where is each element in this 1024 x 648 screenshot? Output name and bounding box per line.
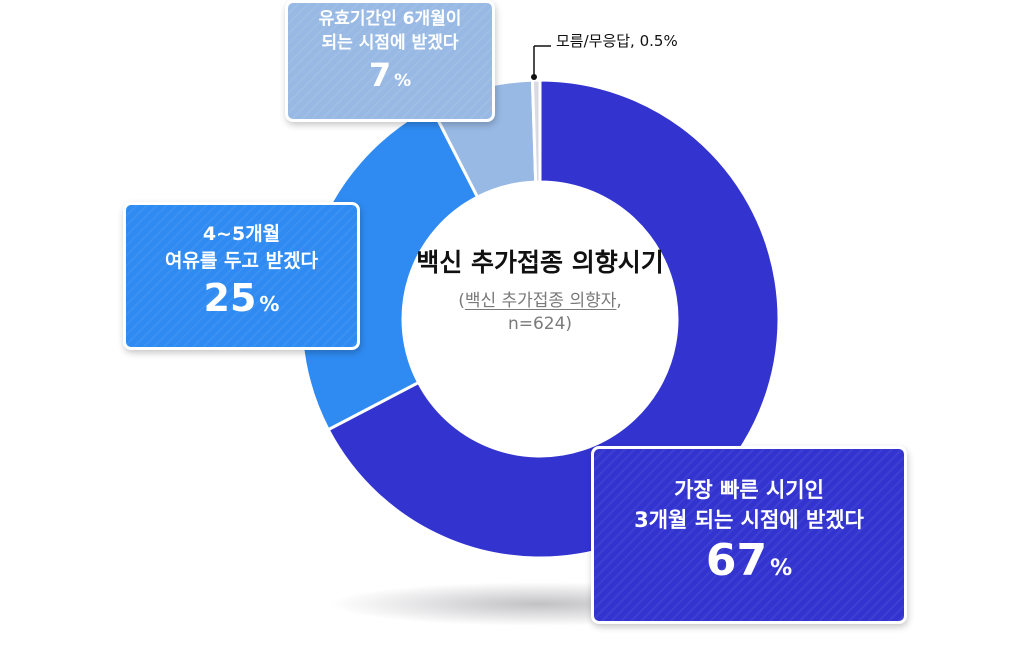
percent-sign: % (259, 292, 280, 316)
slice-label-line: 여유를 두고 받겠다 (164, 250, 319, 272)
slice-label-no-answer: 모름/무응답, 0.5% (556, 32, 678, 50)
percent-sign: % (770, 556, 793, 581)
callout-slice-6-months: 유효기간인 6개월이 되는 시점에 받겠다 7% (285, 0, 495, 122)
percent-sign: % (394, 71, 412, 91)
callout-slice-3-months: 가장 빠른 시기인 3개월 되는 시점에 받겠다 67% (591, 446, 907, 624)
slice-value: 25 (203, 276, 257, 320)
subtitle-sample-size: n=624) (507, 314, 573, 334)
slice-value: 67 (705, 535, 768, 586)
slice-value: 7 (368, 56, 392, 94)
chart-subtitle: (백신 추가접종 의향자, n=624) (458, 291, 622, 334)
leader-line (531, 45, 551, 80)
slice-label-line: 4~5개월 (202, 223, 281, 245)
center-label: 백신 추가접종 의향시기 (백신 추가접종 의향자, n=624) (395, 246, 685, 336)
slice-label-line: 3개월 되는 시점에 받겠다 (634, 508, 864, 532)
callout-slice-4-5-months: 4~5개월 여유를 두고 받겠다 25% (123, 202, 360, 350)
slice-label-line: 되는 시점에 받겠다 (321, 33, 459, 53)
donut-hole (403, 182, 677, 456)
subtitle-population: 백신 추가접종 의향자 (464, 291, 617, 311)
chart-title: 백신 추가접종 의향시기 (416, 248, 664, 277)
slice-label-line: 가장 빠른 시기인 (674, 478, 824, 502)
slice-label-line: 유효기간인 6개월이 (318, 9, 462, 29)
